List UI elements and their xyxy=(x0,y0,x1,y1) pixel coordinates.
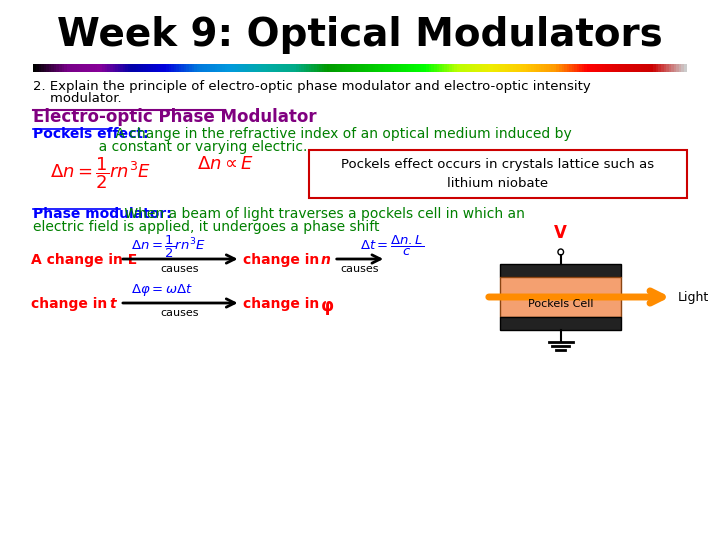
Text: $\Delta n = \dfrac{1}{2}rn^3E$: $\Delta n = \dfrac{1}{2}rn^3E$ xyxy=(50,155,151,191)
Text: causes: causes xyxy=(161,308,199,318)
Text: causes: causes xyxy=(341,264,379,274)
Bar xyxy=(309,150,687,198)
Text: electric field is applied, it undergoes a phase shift: electric field is applied, it undergoes … xyxy=(33,220,379,234)
Text: A change in E: A change in E xyxy=(32,253,138,267)
Text: Electro-optic Phase Modulator: Electro-optic Phase Modulator xyxy=(33,108,317,126)
Text: Week 9: Optical Modulators: Week 9: Optical Modulators xyxy=(57,16,663,54)
Text: modulator.: modulator. xyxy=(33,92,122,105)
Bar xyxy=(500,264,621,277)
Text: 2. Explain the principle of electro-optic phase modulator and electro-optic inte: 2. Explain the principle of electro-opti… xyxy=(33,80,591,93)
Bar xyxy=(500,277,621,317)
Text: $\Delta n = \dfrac{1}{2}rn^3E$: $\Delta n = \dfrac{1}{2}rn^3E$ xyxy=(131,234,206,260)
Text: change in: change in xyxy=(243,297,325,311)
Text: When a beam of light traverses a pockels cell in which an: When a beam of light traverses a pockels… xyxy=(120,207,525,221)
Text: A change in the refractive index of an optical medium induced by: A change in the refractive index of an o… xyxy=(111,127,572,141)
Bar xyxy=(500,317,621,330)
Text: V: V xyxy=(554,224,567,242)
Text: causes: causes xyxy=(161,264,199,274)
Text: φ: φ xyxy=(321,297,334,315)
Text: $\Delta\varphi = \omega\Delta t$: $\Delta\varphi = \omega\Delta t$ xyxy=(131,282,193,298)
Text: $\Delta t = \dfrac{\Delta n. L}{c}$: $\Delta t = \dfrac{\Delta n. L}{c}$ xyxy=(360,234,424,258)
Text: Pockels effect:: Pockels effect: xyxy=(33,127,149,141)
Text: t: t xyxy=(109,297,117,311)
Text: Light: Light xyxy=(678,291,708,303)
Text: a constant or varying electric.: a constant or varying electric. xyxy=(33,140,307,154)
Text: Phase modulator:: Phase modulator: xyxy=(33,207,172,221)
Text: change in: change in xyxy=(243,253,325,267)
Text: $\Delta n \propto E$: $\Delta n \propto E$ xyxy=(197,155,253,173)
Text: Pockels Cell: Pockels Cell xyxy=(528,299,593,309)
Text: n: n xyxy=(321,253,330,267)
Text: Pockels effect occurs in crystals lattice such as
lithium niobate: Pockels effect occurs in crystals lattic… xyxy=(341,158,654,190)
Text: change in: change in xyxy=(32,297,112,311)
